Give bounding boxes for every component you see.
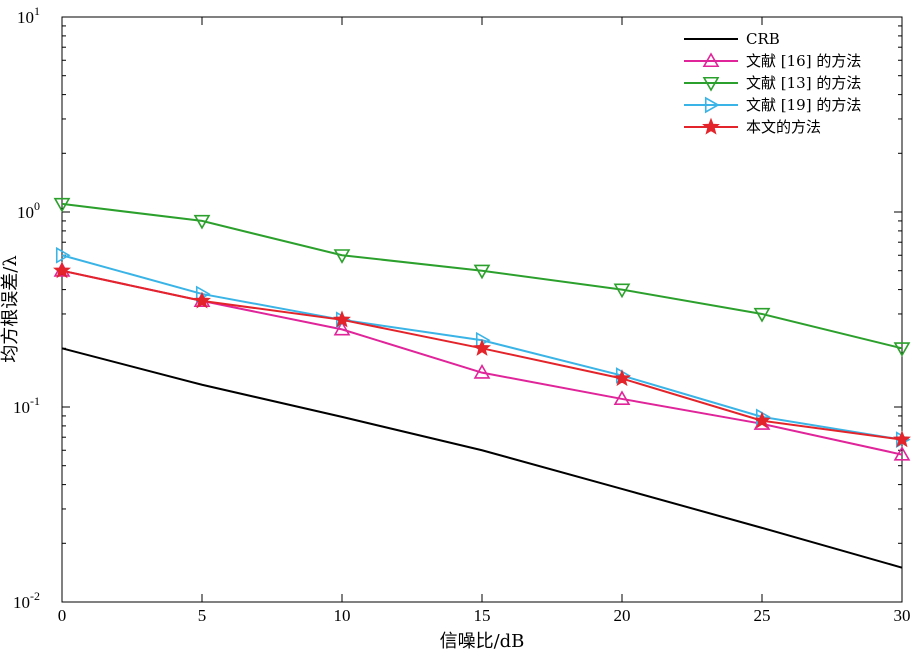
data-point-marker	[333, 320, 351, 336]
legend-label: 本文的方法	[746, 118, 821, 136]
legend-label: CRB	[746, 30, 780, 48]
x-tick-label: 20	[614, 606, 631, 625]
x-tick-label: 30	[894, 606, 911, 625]
legend-label: 文献 [13] 的方法	[746, 74, 861, 92]
y-tick-label: 101	[17, 4, 40, 27]
x-tick-label: 0	[58, 606, 67, 625]
legend-item-2: 文献 [13] 的方法	[684, 74, 861, 92]
legend-marker	[704, 96, 720, 114]
data-point-marker	[613, 369, 631, 387]
data-point-marker	[53, 261, 71, 279]
series-line	[61, 347, 903, 569]
x-tick-label: 10	[334, 606, 351, 625]
data-point-marker	[893, 342, 911, 357]
data-point-marker	[55, 246, 71, 264]
legend-marker	[702, 76, 720, 92]
y-axis-label: 均方根误差/λ	[0, 255, 21, 362]
data-point-marker	[613, 283, 631, 299]
x-tick-label: 15	[474, 606, 491, 625]
axis-ticks: 0 5 10 15 20 25 30 10-2 10-1 100 101	[13, 4, 911, 625]
data-point-marker	[473, 364, 491, 379]
legend-label: 文献 [19] 的方法	[746, 96, 861, 114]
legend-marker	[702, 117, 720, 135]
series-4	[53, 261, 911, 448]
data-point-marker	[473, 338, 491, 356]
legend-item-0: CRB	[684, 30, 780, 48]
series-2	[53, 197, 911, 357]
data-point-marker	[333, 249, 351, 264]
data-point-marker	[333, 310, 351, 328]
legend-marker	[702, 52, 720, 68]
data-point-marker	[893, 430, 911, 448]
data-point-marker	[753, 411, 771, 429]
x-tick-label: 5	[198, 606, 207, 625]
legend-box	[676, 28, 890, 132]
legend-item-4: 本文的方法	[684, 117, 821, 136]
x-axis-label: 信噪比/dB	[440, 631, 525, 652]
x-tick-label: 25	[754, 606, 771, 625]
series-line	[61, 202, 903, 350]
data-point-marker	[893, 445, 911, 461]
data-point-marker	[193, 214, 211, 230]
data-point-marker	[53, 197, 71, 213]
y-tick-label: 10-1	[13, 394, 40, 417]
data-point-marker	[753, 307, 771, 323]
series-layer	[53, 197, 911, 569]
y-tick-label: 100	[17, 199, 40, 222]
legend-item-3: 文献 [19] 的方法	[684, 96, 861, 114]
series-0	[61, 347, 903, 569]
legend-label: 文献 [16] 的方法	[746, 52, 861, 70]
data-point-marker	[613, 390, 631, 405]
legend-item-1: 文献 [16] 的方法	[684, 52, 861, 70]
data-point-marker	[193, 291, 211, 309]
y-tick-label: 10-2	[13, 589, 40, 612]
data-point-marker	[473, 264, 491, 280]
